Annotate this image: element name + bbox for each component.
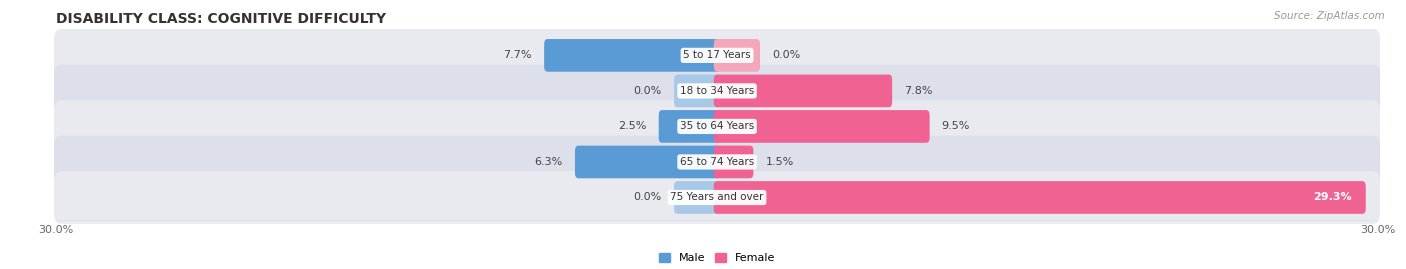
FancyBboxPatch shape: [714, 39, 761, 72]
FancyBboxPatch shape: [714, 110, 929, 143]
Text: 29.3%: 29.3%: [1313, 193, 1351, 203]
Text: 0.0%: 0.0%: [634, 86, 662, 96]
FancyBboxPatch shape: [714, 181, 1365, 214]
Text: 7.7%: 7.7%: [503, 50, 531, 60]
Text: 65 to 74 Years: 65 to 74 Years: [681, 157, 754, 167]
FancyBboxPatch shape: [673, 75, 720, 107]
Text: Source: ZipAtlas.com: Source: ZipAtlas.com: [1274, 11, 1385, 21]
Text: 0.0%: 0.0%: [772, 50, 800, 60]
Text: 9.5%: 9.5%: [942, 121, 970, 132]
FancyBboxPatch shape: [53, 100, 1381, 153]
FancyBboxPatch shape: [544, 39, 720, 72]
Text: 5 to 17 Years: 5 to 17 Years: [683, 50, 751, 60]
Text: 1.5%: 1.5%: [765, 157, 794, 167]
Text: 35 to 64 Years: 35 to 64 Years: [681, 121, 754, 132]
FancyBboxPatch shape: [53, 171, 1381, 224]
FancyBboxPatch shape: [673, 181, 720, 214]
Text: DISABILITY CLASS: COGNITIVE DIFFICULTY: DISABILITY CLASS: COGNITIVE DIFFICULTY: [56, 12, 387, 26]
FancyBboxPatch shape: [53, 29, 1381, 82]
Text: 75 Years and over: 75 Years and over: [671, 193, 763, 203]
FancyBboxPatch shape: [714, 75, 893, 107]
Text: 6.3%: 6.3%: [534, 157, 562, 167]
FancyBboxPatch shape: [53, 136, 1381, 188]
FancyBboxPatch shape: [658, 110, 720, 143]
FancyBboxPatch shape: [575, 146, 720, 178]
Text: 7.8%: 7.8%: [904, 86, 932, 96]
FancyBboxPatch shape: [714, 146, 754, 178]
Text: 2.5%: 2.5%: [619, 121, 647, 132]
Legend: Male, Female: Male, Female: [655, 248, 779, 268]
Text: 18 to 34 Years: 18 to 34 Years: [681, 86, 754, 96]
Text: 0.0%: 0.0%: [634, 193, 662, 203]
FancyBboxPatch shape: [53, 65, 1381, 117]
